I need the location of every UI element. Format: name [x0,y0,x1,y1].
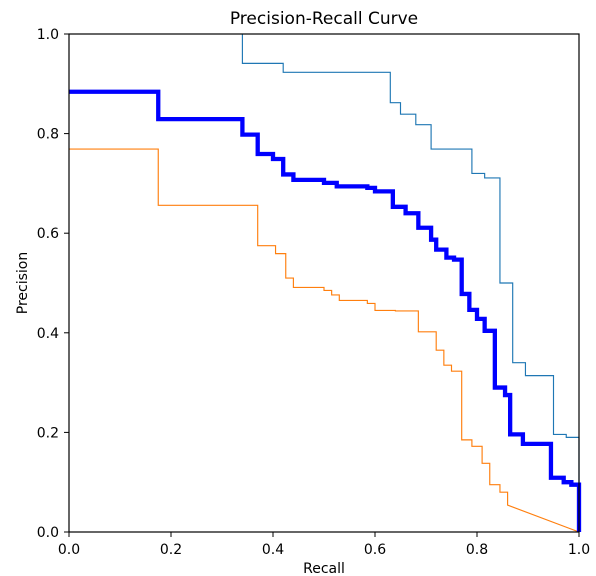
series-line-3 [69,89,582,532]
y-tick-label: 0.2 [37,425,59,441]
x-tick-label: 0.6 [364,542,386,558]
y-tick-label: 1.0 [37,27,59,43]
x-tick-label: 1.0 [568,542,590,558]
axis-layer: 0.0 0.2 0.4 0.6 0.8 1.0 0.0 0.2 0.4 0.6 0.8 1.0 [37,27,590,558]
y-tick-label: 0.6 [37,226,59,242]
plot-area [69,34,579,532]
chart-title: Precision-Recall Curve [230,9,418,29]
series-line-2 [69,148,580,533]
y-tick-label: 0.4 [37,326,59,342]
x-axis-label: Recall [303,561,345,576]
x-tick-label: 0.2 [160,542,182,558]
y-tick-label: 0.8 [37,127,59,143]
series-line-1 [241,34,580,532]
series-layer [69,34,582,533]
plot-frame [68,33,580,533]
x-tick-label: 0.0 [58,542,80,558]
y-tick-label: 0.0 [37,525,59,541]
x-tick-label: 0.4 [262,542,284,558]
y-axis-label: Precision [15,252,31,314]
x-tick-label: 0.8 [466,542,488,558]
